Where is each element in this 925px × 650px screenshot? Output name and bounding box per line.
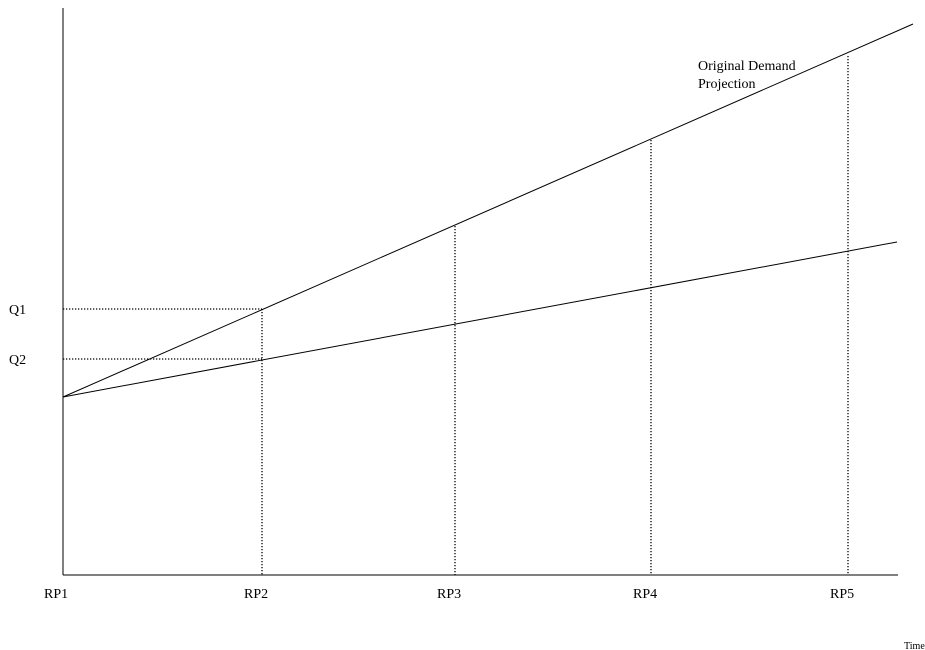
x-label-rp4: RP4 <box>633 587 657 602</box>
x-axis-title: Time <box>904 641 925 650</box>
x-label-rp3: RP3 <box>437 587 461 602</box>
annotation-line-2: Projection <box>698 77 756 92</box>
revised-demand-line <box>62 241 898 398</box>
annotation-line-1: Original Demand <box>698 59 796 74</box>
x-label-rp5: RP5 <box>830 587 854 602</box>
y-label-q1: Q1 <box>9 303 26 318</box>
original-demand-projection-line <box>62 23 914 398</box>
y-label-q2: Q2 <box>9 353 26 368</box>
x-label-rp1: RP1 <box>44 587 68 602</box>
x-label-rp2: RP2 <box>244 587 268 602</box>
